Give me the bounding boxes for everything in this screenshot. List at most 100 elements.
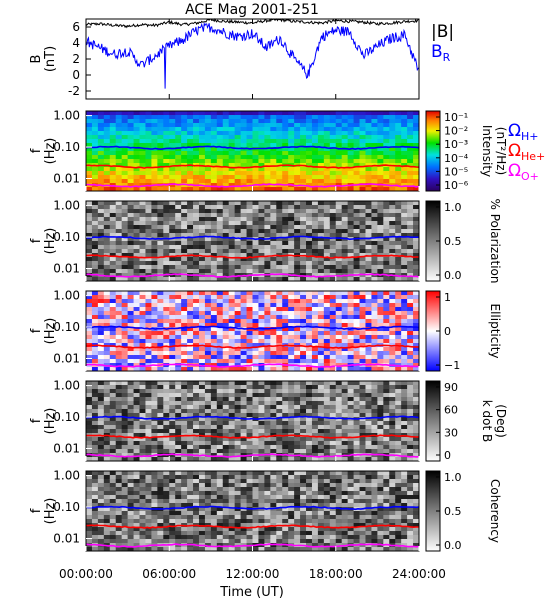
intensity-cell — [276, 151, 283, 156]
polarization-cell — [115, 269, 123, 274]
polarization-cell — [347, 245, 354, 250]
ellipticity-cell — [341, 331, 349, 336]
k_dot_b-cell — [294, 421, 301, 426]
ellipticity-cell — [276, 319, 283, 324]
k_dot_b-cell — [329, 437, 337, 442]
k_dot_b-cell — [210, 417, 218, 422]
polarization-cell — [157, 209, 164, 214]
intensity-cell — [383, 135, 390, 140]
intensity-colorbar-tick: 10⁻² — [444, 125, 468, 138]
polarization-cell — [288, 221, 295, 226]
ellipticity-cell — [413, 355, 420, 360]
polarization-cell — [288, 213, 295, 218]
intensity-cell — [181, 131, 188, 136]
coherency-cell — [151, 535, 158, 540]
ellipticity-cell — [198, 311, 206, 316]
intensity-y-tick: 1.00 — [53, 109, 80, 123]
coherency-cell — [109, 511, 117, 516]
polarization-cell — [204, 201, 212, 206]
ellipticity-cell — [222, 295, 230, 300]
polarization-cell — [198, 233, 206, 238]
ellipticity-cell — [216, 343, 224, 348]
k_dot_b-cell — [353, 405, 360, 410]
intensity-cell — [395, 147, 402, 152]
k_dot_b-cell — [240, 385, 247, 390]
intensity-cell — [198, 127, 206, 132]
intensity-cell — [97, 187, 105, 192]
ellipticity-cell — [216, 335, 224, 340]
k_dot_b-cell — [365, 401, 372, 406]
ellipticity-cell — [193, 323, 200, 328]
polarization-cell — [288, 257, 295, 262]
intensity-cell — [121, 155, 129, 160]
ellipticity-cell — [389, 331, 396, 336]
k_dot_b-cell — [97, 413, 105, 418]
intensity-cell — [413, 143, 420, 148]
ellipticity-cell — [97, 299, 105, 304]
ellipticity-cell — [395, 315, 402, 320]
k_dot_b-cell — [389, 397, 396, 402]
k_dot_b-colorbar-tick: 60 — [444, 404, 458, 417]
ellipticity-cell — [353, 323, 360, 328]
polarization-cell — [252, 217, 259, 222]
polarization-cell — [198, 265, 206, 270]
intensity-cell — [86, 167, 93, 172]
k_dot_b-cell — [210, 385, 218, 390]
ellipticity-cell — [246, 291, 253, 296]
k_dot_b-cell — [407, 413, 414, 418]
k_dot_b-cell — [193, 413, 200, 418]
k_dot_b-cell — [169, 381, 176, 386]
k_dot_b-cell — [169, 389, 176, 394]
ellipticity-cell — [264, 319, 271, 324]
coherency-cell — [163, 511, 170, 516]
k_dot_b-cell — [151, 421, 158, 426]
polarization-cell — [145, 261, 152, 266]
polarization-cell — [252, 245, 259, 250]
polarization-cell — [228, 225, 236, 230]
polarization-cell — [276, 269, 283, 274]
k_dot_b-cell — [306, 449, 313, 454]
ellipticity-cell — [276, 351, 283, 356]
intensity-cell — [389, 167, 396, 172]
polarization-cell — [311, 245, 319, 250]
intensity-cell — [383, 175, 390, 180]
coherency-cell — [181, 471, 188, 476]
intensity-cell — [270, 119, 277, 124]
ellipticity-cell — [163, 367, 170, 372]
ellipticity-cell — [401, 331, 408, 336]
intensity-cell — [228, 155, 236, 160]
ellipticity-cell — [91, 291, 99, 296]
ellipticity-cell — [270, 359, 277, 364]
coherency-cell — [127, 531, 134, 536]
polarization-cell — [109, 201, 117, 206]
polarization-cell — [91, 221, 99, 226]
ellipticity-cell — [341, 359, 349, 364]
k_dot_b-cell — [258, 437, 265, 442]
k_dot_b-cell — [413, 449, 420, 454]
gyro-line-H — [85, 415, 420, 420]
k_dot_b-cell — [311, 381, 319, 386]
polarization-cell — [377, 229, 384, 234]
ellipticity-cell — [103, 295, 111, 300]
coherency-cell — [151, 519, 158, 524]
ellipticity-cell — [210, 303, 218, 308]
k_dot_b-cell — [97, 429, 105, 434]
polarization-cell — [103, 217, 111, 222]
ellipticity-cell — [145, 323, 152, 328]
intensity-cell — [86, 135, 93, 140]
ellipticity-cell — [329, 335, 337, 340]
coherency-ylabel: f — [29, 508, 44, 513]
polarization-cell — [91, 201, 99, 206]
ellipticity-cell — [347, 347, 354, 352]
k_dot_b-cell — [341, 401, 349, 406]
ellipticity-cell — [193, 367, 200, 372]
ellipticity-cell — [97, 303, 105, 308]
k_dot_b-cell — [210, 421, 218, 426]
k_dot_b-cell — [109, 433, 117, 438]
k_dot_b-cell — [407, 453, 414, 458]
polarization-cell — [133, 213, 140, 218]
k_dot_b-cell — [288, 445, 295, 450]
k_dot_b-cell — [329, 429, 337, 434]
ellipticity-cell — [193, 339, 200, 344]
ellipticity-cell — [258, 339, 265, 344]
